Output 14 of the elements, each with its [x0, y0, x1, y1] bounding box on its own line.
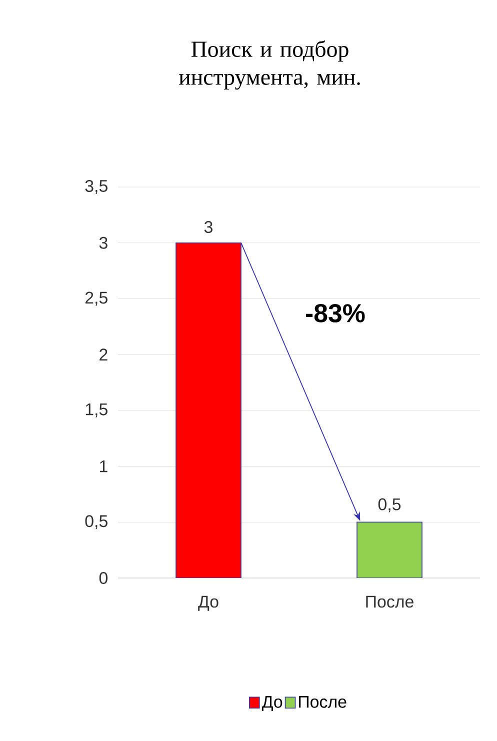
chart-title: Поиск и подбор инструмента, мин.: [179, 40, 360, 90]
y-tick-label: 0: [99, 572, 108, 584]
data-label: 0,5: [378, 498, 401, 512]
legend-label: До: [262, 696, 282, 712]
y-tick-label: 1,5: [86, 404, 108, 418]
annotation: -83%: [306, 304, 365, 322]
data-label: 3: [204, 221, 212, 234]
y-tick-label: 3: [99, 236, 108, 249]
y-tick-label: 1: [100, 460, 108, 472]
y-tick-label: 2: [100, 348, 108, 360]
y-tick-label: 0,5: [85, 515, 108, 530]
y-tick-label: 3,5: [85, 180, 108, 194]
legend-label: После: [299, 696, 346, 708]
y-tick-label: 2,5: [85, 292, 108, 306]
